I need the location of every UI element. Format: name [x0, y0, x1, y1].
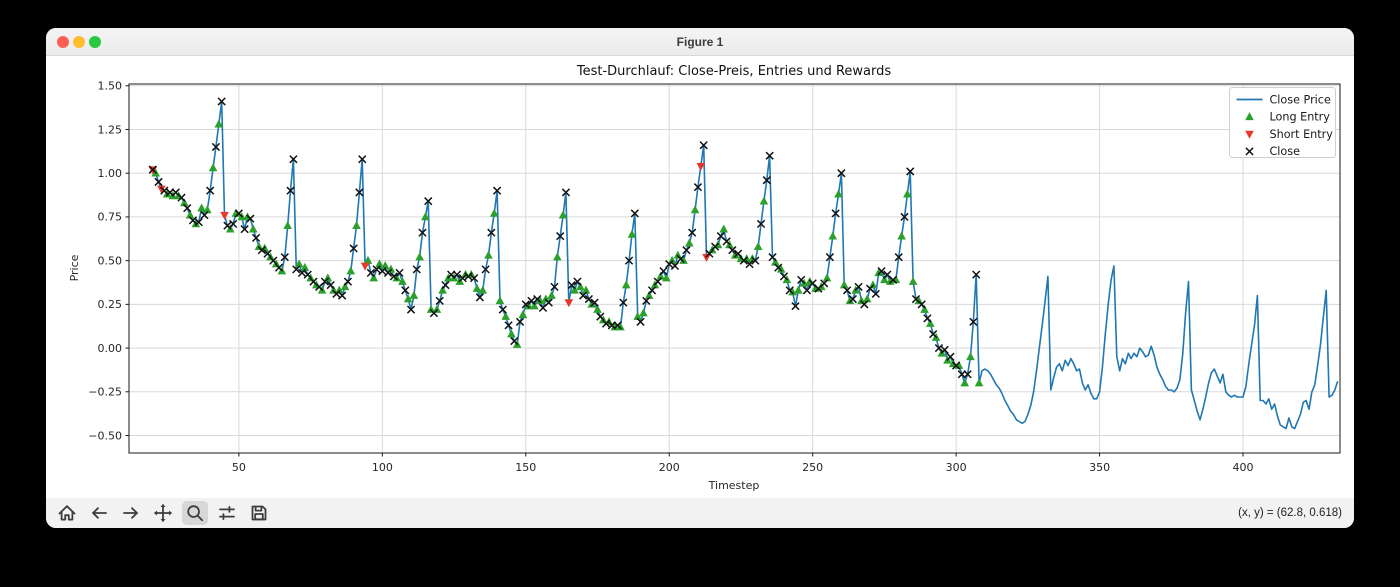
cursor-position-readout: (x, y) = (62.8, 0.618) [1238, 507, 1342, 519]
sliders-icon [219, 506, 235, 520]
axis-ticks: 50 100 150 200 250 300 350 400 −0.50 −0.25 0.00 0.2… [88, 80, 1253, 474]
zoom-rect-button[interactable] [182, 501, 208, 525]
svg-text:1.25: 1.25 [98, 123, 123, 136]
close-price-line [152, 100, 1339, 430]
legend-box [1229, 87, 1336, 158]
save-button[interactable] [246, 501, 272, 525]
svg-text:200: 200 [659, 461, 680, 474]
arrow-right-icon [123, 507, 138, 519]
svg-text:250: 250 [802, 461, 823, 474]
forward-button[interactable] [118, 501, 144, 525]
svg-text:0.75: 0.75 [98, 211, 123, 224]
zoom-window-button[interactable] [89, 36, 101, 48]
svg-text:350: 350 [1089, 461, 1110, 474]
figure-canvas: 50 100 150 200 250 300 350 400 −0.50 −0.25 0.00 0.2… [46, 56, 1354, 498]
traffic-lights [46, 28, 156, 55]
window-title: Figure 1 [676, 34, 724, 49]
svg-text:100: 100 [372, 461, 393, 474]
legend-label: Close Price [1270, 93, 1331, 106]
figure-window: Figure 1 50 100 150 200 250 300 350 400 −0.50 −0.… [46, 28, 1354, 528]
y-axis-label: Price [68, 254, 81, 281]
home-button[interactable] [54, 501, 80, 525]
configure-subplots-button[interactable] [214, 501, 240, 525]
plot-canvas[interactable]: 50 100 150 200 250 300 350 400 −0.50 −0.25 0.00 0.2… [46, 56, 1354, 498]
arrow-left-icon [92, 507, 107, 519]
minimize-window-button[interactable] [73, 36, 85, 48]
svg-text:50: 50 [232, 461, 246, 474]
pan-button[interactable] [150, 501, 176, 525]
legend-label: Short Entry [1270, 128, 1334, 141]
axes-frame [128, 83, 1341, 454]
close-markers [148, 97, 981, 379]
data-series [148, 97, 1339, 430]
svg-text:−0.50: −0.50 [88, 429, 122, 442]
title-bar[interactable]: Figure 1 [46, 28, 1354, 56]
legend-label: Close [1270, 145, 1301, 158]
svg-text:0.25: 0.25 [98, 298, 123, 311]
floppy-icon [251, 505, 267, 521]
home-icon [58, 505, 76, 521]
move-icon [153, 503, 173, 523]
navigation-toolbar: (x, y) = (62.8, 0.618) [46, 498, 1354, 528]
grid-lines [129, 84, 1340, 453]
back-button[interactable] [86, 501, 112, 525]
svg-text:0.50: 0.50 [98, 254, 123, 267]
magnifier-icon [187, 505, 204, 522]
x-axis-label: Timestep [708, 479, 760, 492]
svg-text:1.50: 1.50 [98, 80, 123, 93]
close-window-button[interactable] [57, 36, 69, 48]
svg-text:1.00: 1.00 [98, 167, 123, 180]
svg-text:300: 300 [946, 461, 967, 474]
svg-text:400: 400 [1233, 461, 1254, 474]
legend: Close Price Long Entry Short Entry Close [1229, 87, 1336, 158]
chart-title: Test-Durchlauf: Close-Preis, Entries und… [576, 64, 892, 79]
legend-label: Long Entry [1270, 111, 1331, 124]
svg-text:150: 150 [515, 461, 536, 474]
svg-text:0.00: 0.00 [98, 342, 123, 355]
svg-text:−0.25: −0.25 [88, 386, 122, 399]
